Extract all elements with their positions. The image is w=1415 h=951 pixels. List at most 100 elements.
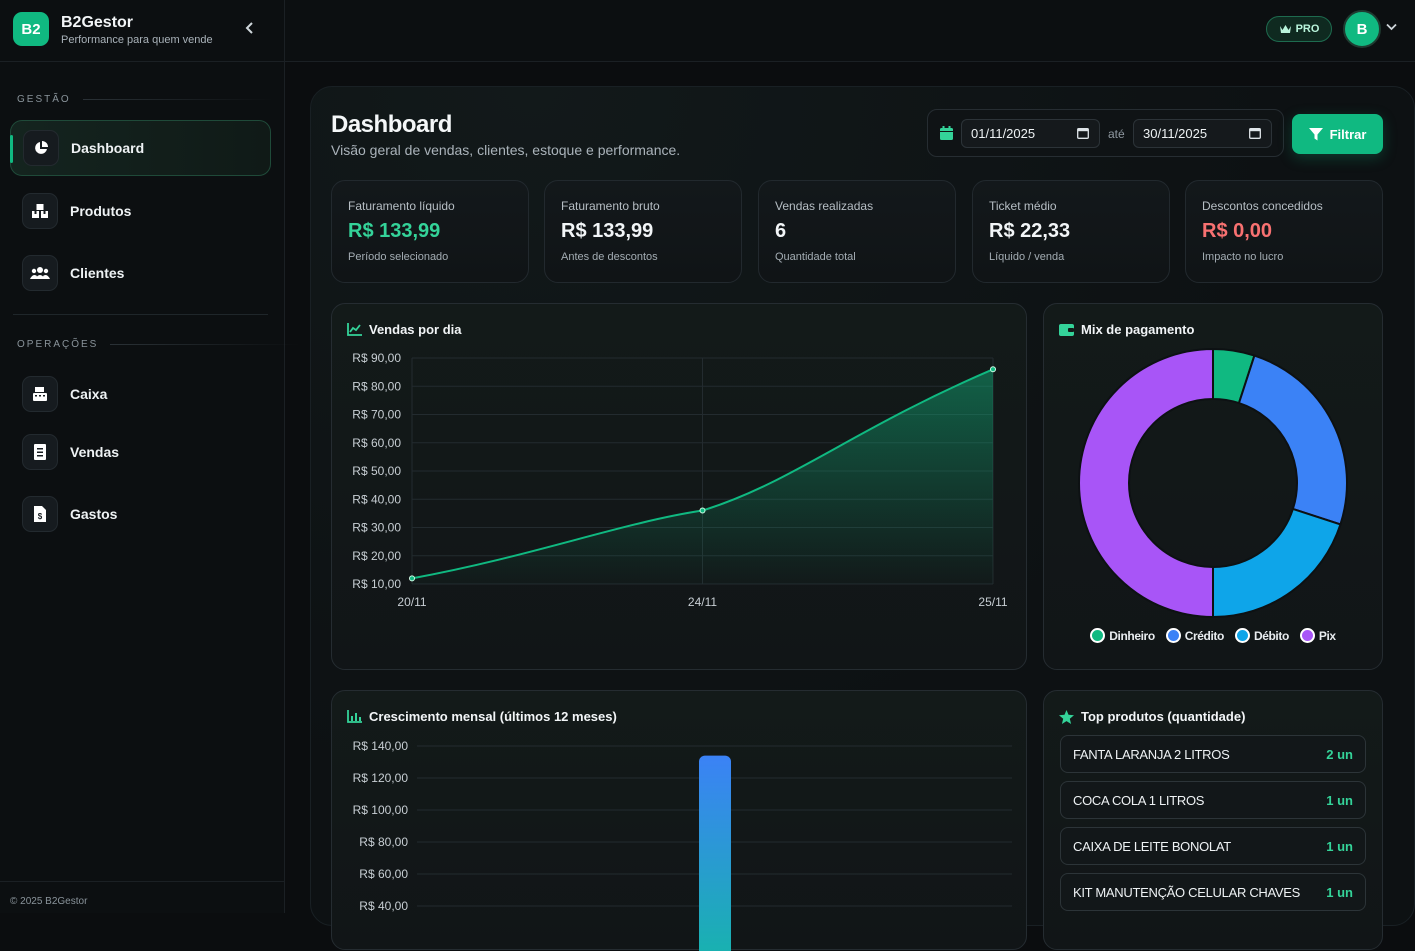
legend-dot bbox=[1090, 628, 1106, 643]
sidebar-item-dashboard[interactable]: Dashboard bbox=[10, 120, 271, 176]
list-item[interactable]: KIT MANUTENÇÃO CELULAR CHAVES 1 un bbox=[1060, 873, 1366, 911]
x-tick-label: 25/11 bbox=[978, 595, 1007, 609]
kpi-faturamento-bruto: Faturamento bruto R$ 133,99 Antes de des… bbox=[544, 180, 742, 283]
collapse-sidebar-button[interactable] bbox=[240, 18, 260, 38]
kpi-value: R$ 0,00 bbox=[1202, 220, 1273, 242]
legend-label: Dinheiro bbox=[1109, 628, 1155, 643]
mix-legend: Dinheiro Crédito Débito Pix bbox=[1044, 628, 1382, 643]
date-filter: 01/11/2025 até 30/11/2025 bbox=[927, 109, 1284, 157]
mix-pagamento-card: Mix de pagamento Dinheiro Crédito Débito… bbox=[1043, 303, 1383, 670]
brand-logo[interactable]: B2 bbox=[13, 12, 49, 46]
slice-pix bbox=[1078, 347, 1214, 619]
kpi-value: R$ 22,33 bbox=[989, 220, 1071, 242]
y-tick-label: R$ 10,00 bbox=[352, 577, 401, 591]
card-title: Top produtos (quantidade) bbox=[1059, 709, 1245, 724]
sidebar-item-label: Caixa bbox=[70, 386, 108, 402]
page-title: Dashboard bbox=[331, 111, 452, 138]
user-menu-button[interactable] bbox=[1386, 20, 1397, 34]
sidebar-item-label: Clientes bbox=[70, 265, 125, 281]
product-name: FANTA LARANJA 2 LITROS bbox=[1073, 747, 1230, 762]
kpi-value: 6 bbox=[775, 220, 787, 242]
invoice-icon: $ bbox=[22, 496, 58, 532]
list-item[interactable]: FANTA LARANJA 2 LITROS 2 un bbox=[1060, 735, 1366, 773]
product-qty: 1 un bbox=[1326, 885, 1353, 900]
kpi-label: Faturamento líquido bbox=[348, 199, 455, 213]
legend-item-debito[interactable]: Débito bbox=[1234, 628, 1289, 643]
data-point bbox=[990, 366, 996, 373]
y-tick-label: R$ 50,00 bbox=[352, 464, 401, 478]
crescimento-mensal-card: Crescimento mensal (últimos 12 meses) R$… bbox=[331, 690, 1027, 951]
legend-item-pix[interactable]: Pix bbox=[1299, 628, 1336, 643]
data-point bbox=[699, 507, 706, 514]
crown-icon bbox=[1279, 25, 1291, 33]
kpi-value: R$ 133,99 bbox=[561, 220, 654, 242]
legend-item-credito[interactable]: Crédito bbox=[1165, 628, 1224, 643]
brand-tagline: Performance para quem vende bbox=[61, 34, 213, 46]
chevron-down-icon bbox=[1386, 23, 1397, 31]
date-from-input[interactable]: 01/11/2025 bbox=[961, 119, 1100, 148]
legend-dot bbox=[1165, 628, 1181, 643]
top-title: Top produtos (quantidade) bbox=[1081, 709, 1246, 724]
date-to-input[interactable]: 30/11/2025 bbox=[1133, 119, 1272, 148]
series-area bbox=[412, 369, 993, 584]
kpi-sub: Antes de descontos bbox=[561, 251, 658, 263]
sidebar-item-produtos[interactable]: Produtos bbox=[10, 183, 271, 239]
pro-badge[interactable]: PRO bbox=[1266, 16, 1332, 42]
list-item[interactable]: CAIXA DE LEITE BONOLAT 1 un bbox=[1060, 827, 1366, 865]
kpi-descontos: Descontos concedidos R$ 0,00 Impacto no … bbox=[1185, 180, 1383, 283]
x-tick-label: 20/11 bbox=[397, 595, 426, 609]
product-qty: 1 un bbox=[1326, 839, 1353, 854]
crescimento-title: Crescimento mensal (últimos 12 meses) bbox=[369, 709, 617, 724]
kpi-sub: Quantidade total bbox=[775, 251, 856, 263]
sidebar-item-vendas[interactable]: Vendas bbox=[10, 424, 271, 480]
kpi-sub: Impacto no lucro bbox=[1202, 251, 1284, 263]
y-tick-label: R$ 60,00 bbox=[352, 436, 401, 450]
legend-label: Débito bbox=[1253, 628, 1289, 643]
sidebar-item-gastos[interactable]: $ Gastos bbox=[10, 486, 271, 542]
kpi-faturamento-liquido: Faturamento líquido R$ 133,99 Período se… bbox=[331, 180, 529, 283]
y-tick-label: R$ 30,00 bbox=[352, 521, 401, 535]
slice-crédito bbox=[1237, 354, 1348, 526]
filter-button[interactable]: Filtrar bbox=[1292, 114, 1383, 154]
legend-item-dinheiro[interactable]: Dinheiro bbox=[1090, 628, 1155, 643]
vendas-line-chart: R$ 90,00 R$ 80,00 R$ 70,00 R$ 60,00 R$ 50,00… bbox=[352, 351, 1008, 609]
card-title: Crescimento mensal (últimos 12 meses) bbox=[347, 709, 617, 724]
topbar: PRO B bbox=[285, 0, 1415, 62]
sidebar-item-label: Vendas bbox=[70, 444, 120, 460]
bar bbox=[699, 755, 731, 951]
kpi-label: Descontos concedidos bbox=[1202, 199, 1323, 213]
card-title: Vendas por dia bbox=[347, 322, 461, 337]
sidebar: B2 B2Gestor Performance para quem vende … bbox=[0, 0, 301, 913]
chevron-left-icon bbox=[245, 22, 253, 34]
kpi-label: Vendas realizadas bbox=[775, 199, 874, 213]
date-picker-icon[interactable] bbox=[1249, 127, 1261, 139]
sidebar-divider bbox=[13, 314, 268, 315]
list-item[interactable]: COCA COLA 1 LITROS 1 un bbox=[1060, 781, 1366, 819]
section-gestao-text: GESTÃO bbox=[17, 94, 71, 105]
brand-header: B2 B2Gestor Performance para quem vende bbox=[0, 0, 285, 62]
legend-dot bbox=[1299, 628, 1315, 643]
product-name: COCA COLA 1 LITROS bbox=[1073, 793, 1205, 808]
date-from-value: 01/11/2025 bbox=[971, 126, 1036, 141]
date-picker-icon[interactable] bbox=[1077, 127, 1089, 139]
y-tick-label: R$ 140,00 bbox=[353, 739, 409, 753]
filter-icon bbox=[1308, 127, 1323, 140]
brand-name: B2Gestor bbox=[61, 14, 134, 31]
kpi-value: R$ 133,99 bbox=[348, 220, 441, 242]
kpi-vendas-realizadas: Vendas realizadas 6 Quantidade total bbox=[758, 180, 956, 283]
y-tick-label: R$ 70,00 bbox=[352, 408, 401, 422]
sidebar-item-label: Produtos bbox=[70, 203, 132, 219]
receipt-icon bbox=[22, 434, 58, 470]
sidebar-item-clientes[interactable]: Clientes bbox=[10, 245, 271, 301]
main-panel: Dashboard Visão geral de vendas, cliente… bbox=[310, 86, 1415, 951]
y-tick-label: R$ 60,00 bbox=[359, 867, 408, 881]
data-point bbox=[409, 575, 415, 582]
section-label-operacoes: OPERAÇÕES bbox=[17, 339, 301, 350]
sidebar-item-caixa[interactable]: Caixa bbox=[10, 366, 271, 422]
y-tick-label: R$ 120,00 bbox=[353, 771, 409, 785]
pro-label: PRO bbox=[1295, 23, 1320, 35]
vendas-por-dia-card: Vendas por dia R$ 90,00 R$ 80,00 R$ 70,00 R… bbox=[331, 303, 1027, 670]
x-tick-label: 24/11 bbox=[688, 595, 717, 609]
avatar[interactable]: B bbox=[1343, 10, 1381, 48]
y-tick-label: R$ 20,00 bbox=[352, 549, 401, 563]
